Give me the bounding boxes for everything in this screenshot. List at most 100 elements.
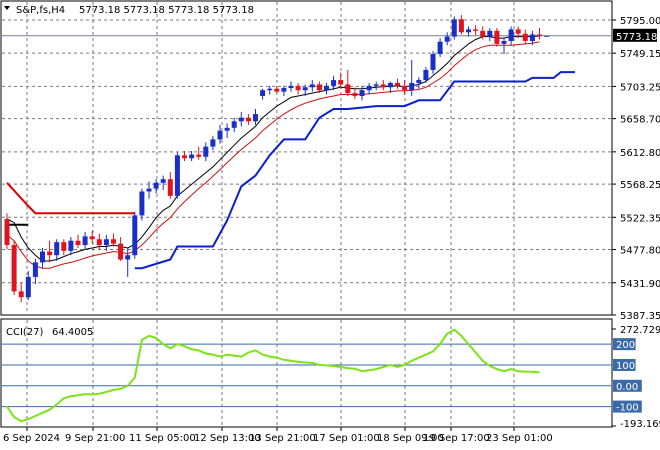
candle-body [444, 36, 450, 42]
last-price-label: 5773.18 [616, 32, 657, 43]
candle-body [61, 242, 67, 251]
cci-header: CCI(27) 64.4005 [6, 327, 93, 338]
price-panel-frame [0, 0, 613, 316]
candle-body [316, 84, 322, 91]
candle-body [473, 29, 479, 31]
candle-body [529, 34, 535, 41]
candle-body [544, 35, 550, 37]
candle-body [68, 240, 74, 251]
candle-body [118, 243, 124, 260]
price-tick-label: 5387.35 [620, 311, 660, 322]
candle-body [174, 155, 180, 196]
candle-body [387, 82, 393, 88]
candle-body [253, 114, 258, 122]
candle-body [167, 179, 173, 196]
candle-body [430, 54, 436, 70]
candle-body [111, 239, 116, 244]
time-tick-label: 13 Sep 21:00 [249, 433, 316, 444]
candle-body [231, 121, 237, 128]
candle-body [338, 80, 344, 85]
candle-body [217, 130, 223, 140]
candle-body [324, 85, 329, 91]
candle-body [103, 239, 109, 246]
cci-tick-label: -193.1694 [620, 419, 660, 430]
candle-body [32, 262, 38, 277]
price-plot [2, 14, 611, 303]
candle-body [508, 29, 514, 41]
candle-body [416, 80, 422, 83]
candle-body [260, 90, 266, 96]
cci-value: 64.4005 [52, 327, 93, 338]
symbol-label: S&P,fs,H4 [16, 5, 65, 16]
candle-body [437, 41, 443, 55]
candle-body [395, 82, 400, 86]
cci-tick-label: 272.729 [620, 325, 660, 336]
candle-body [423, 69, 429, 81]
candle-body [480, 30, 486, 37]
candle-body [537, 34, 542, 36]
candle-body [47, 251, 53, 256]
candle-body [139, 191, 145, 216]
price-tick-label: 5522.35 [620, 213, 660, 224]
time-tick-label: 6 Sep 2024 [3, 433, 60, 444]
candle-body [373, 84, 379, 86]
cci-level-tag [613, 338, 636, 351]
candle-body [245, 117, 251, 122]
candle-body [54, 242, 60, 256]
candle-body [288, 85, 294, 89]
dropdown-triangle-icon[interactable] [4, 6, 10, 10]
ma-red-line [6, 41, 540, 269]
cci-level-tag [613, 379, 642, 392]
candle-body [281, 88, 287, 92]
price-tick-label: 5568.25 [620, 180, 660, 191]
candle-body [75, 240, 81, 246]
candle-body [18, 291, 24, 298]
candle-body [466, 29, 471, 33]
candle-body [295, 85, 301, 91]
cci-title: CCI(27) [6, 327, 44, 338]
cci-tick-label: 0.00 [616, 382, 638, 393]
candle-body [458, 19, 464, 33]
price-tick-label: 5477.80 [620, 246, 660, 257]
price-axis: 5795.00 5749.15 5703.25 5658.70 5612.80 5568.… [612, 16, 660, 322]
candle-body [515, 29, 521, 34]
time-tick-label: 12 Sep 13:00 [194, 433, 261, 444]
price-tick-label: 5612.80 [620, 148, 660, 159]
chart-header: S&P,fs,H4 5773.18 5773.18 5773.18 5773.1… [4, 5, 254, 16]
candle-body [25, 276, 31, 298]
candle-body [494, 30, 500, 44]
last-price-tag [613, 28, 657, 42]
price-tick-label: 5431.90 [620, 279, 660, 290]
candle-body [146, 188, 152, 192]
candle-body [487, 30, 493, 37]
candle-body [380, 84, 386, 88]
time-tick-label: 23 Sep 01:00 [486, 433, 553, 444]
ma-black-line [6, 35, 540, 262]
candle-body [125, 255, 131, 260]
candle-body [132, 215, 138, 256]
candle-body [359, 90, 365, 96]
ohlc-label: 5773.18 5773.18 5773.18 5773.18 [79, 5, 254, 16]
cci-level-tag [613, 358, 636, 371]
candle-body [402, 85, 408, 91]
candle-body [182, 155, 187, 159]
cci-tick-label: 100 [616, 361, 635, 372]
price-tick-label: 5749.15 [620, 49, 660, 60]
candle-body [189, 154, 195, 159]
trailing-stop-red [6, 182, 135, 215]
axes [0, 0, 613, 428]
cci-line [6, 328, 540, 423]
cci-tick-label: -100 [616, 403, 639, 414]
price-tick-label: 5795.00 [620, 16, 660, 27]
candle-body [40, 251, 45, 263]
candle-body [274, 88, 280, 92]
time-tick-label: 11 Sep 05:00 [129, 433, 196, 444]
candle-body [160, 179, 166, 183]
candle-body [522, 33, 528, 41]
candle-body [224, 127, 230, 131]
candle-body [238, 117, 244, 122]
time-tick-label: 19 Sep 17:00 [423, 433, 490, 444]
candle-body [89, 236, 95, 240]
